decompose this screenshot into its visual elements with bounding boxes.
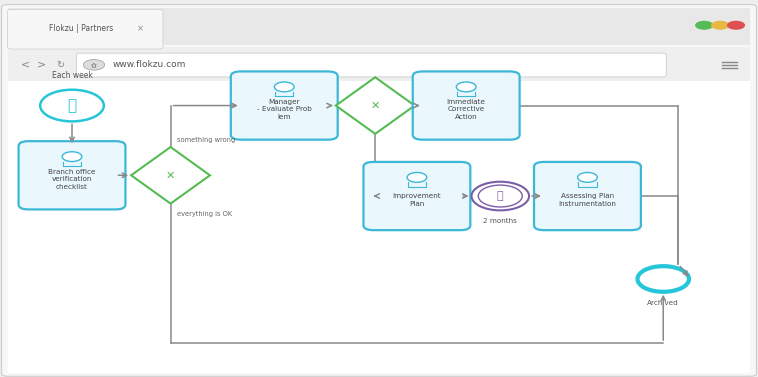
FancyBboxPatch shape [230, 72, 338, 140]
Text: ✿: ✿ [91, 62, 97, 68]
Circle shape [274, 82, 294, 92]
Text: ✕: ✕ [371, 101, 380, 110]
Circle shape [62, 152, 82, 161]
Circle shape [578, 173, 597, 182]
Text: Immediate
Corrective
Action: Immediate Corrective Action [446, 99, 486, 120]
Text: Flokzu | Partners: Flokzu | Partners [49, 24, 114, 33]
Text: 🕐: 🕐 [67, 98, 77, 113]
Text: something wrong: something wrong [177, 137, 235, 143]
Polygon shape [131, 147, 210, 204]
Circle shape [40, 90, 104, 121]
FancyBboxPatch shape [364, 162, 470, 230]
Text: ↻: ↻ [56, 60, 64, 70]
FancyBboxPatch shape [2, 5, 756, 376]
Text: Archived: Archived [647, 300, 679, 307]
Polygon shape [336, 77, 415, 134]
Circle shape [695, 21, 713, 30]
FancyBboxPatch shape [8, 9, 163, 49]
FancyBboxPatch shape [8, 47, 750, 83]
Circle shape [727, 21, 745, 30]
Circle shape [478, 185, 522, 207]
FancyBboxPatch shape [8, 81, 750, 373]
Text: <: < [20, 60, 30, 70]
Text: Each week: Each week [52, 71, 92, 80]
FancyBboxPatch shape [18, 141, 126, 210]
FancyBboxPatch shape [8, 8, 750, 45]
FancyBboxPatch shape [412, 72, 520, 140]
Text: >: > [37, 60, 46, 70]
Text: 🕐: 🕐 [497, 191, 503, 201]
Text: ✕: ✕ [166, 170, 175, 180]
Circle shape [471, 182, 529, 210]
Text: Improvement
Plan: Improvement Plan [393, 193, 441, 207]
Text: Manager
- Evaluate Prob
lem: Manager - Evaluate Prob lem [257, 99, 312, 120]
FancyBboxPatch shape [534, 162, 641, 230]
Circle shape [83, 60, 105, 70]
Text: Branch office
verification
checklist: Branch office verification checklist [49, 169, 96, 190]
Text: 2 months: 2 months [484, 218, 517, 224]
Text: everything is OK: everything is OK [177, 211, 232, 217]
Circle shape [711, 21, 729, 30]
Circle shape [456, 82, 476, 92]
Circle shape [637, 266, 689, 292]
Text: www.flokzu.com: www.flokzu.com [112, 60, 186, 69]
Text: Assessing Plan
Instrumentation: Assessing Plan Instrumentation [559, 193, 616, 207]
FancyBboxPatch shape [77, 53, 666, 77]
Text: ×: × [136, 24, 144, 33]
Circle shape [407, 173, 427, 182]
